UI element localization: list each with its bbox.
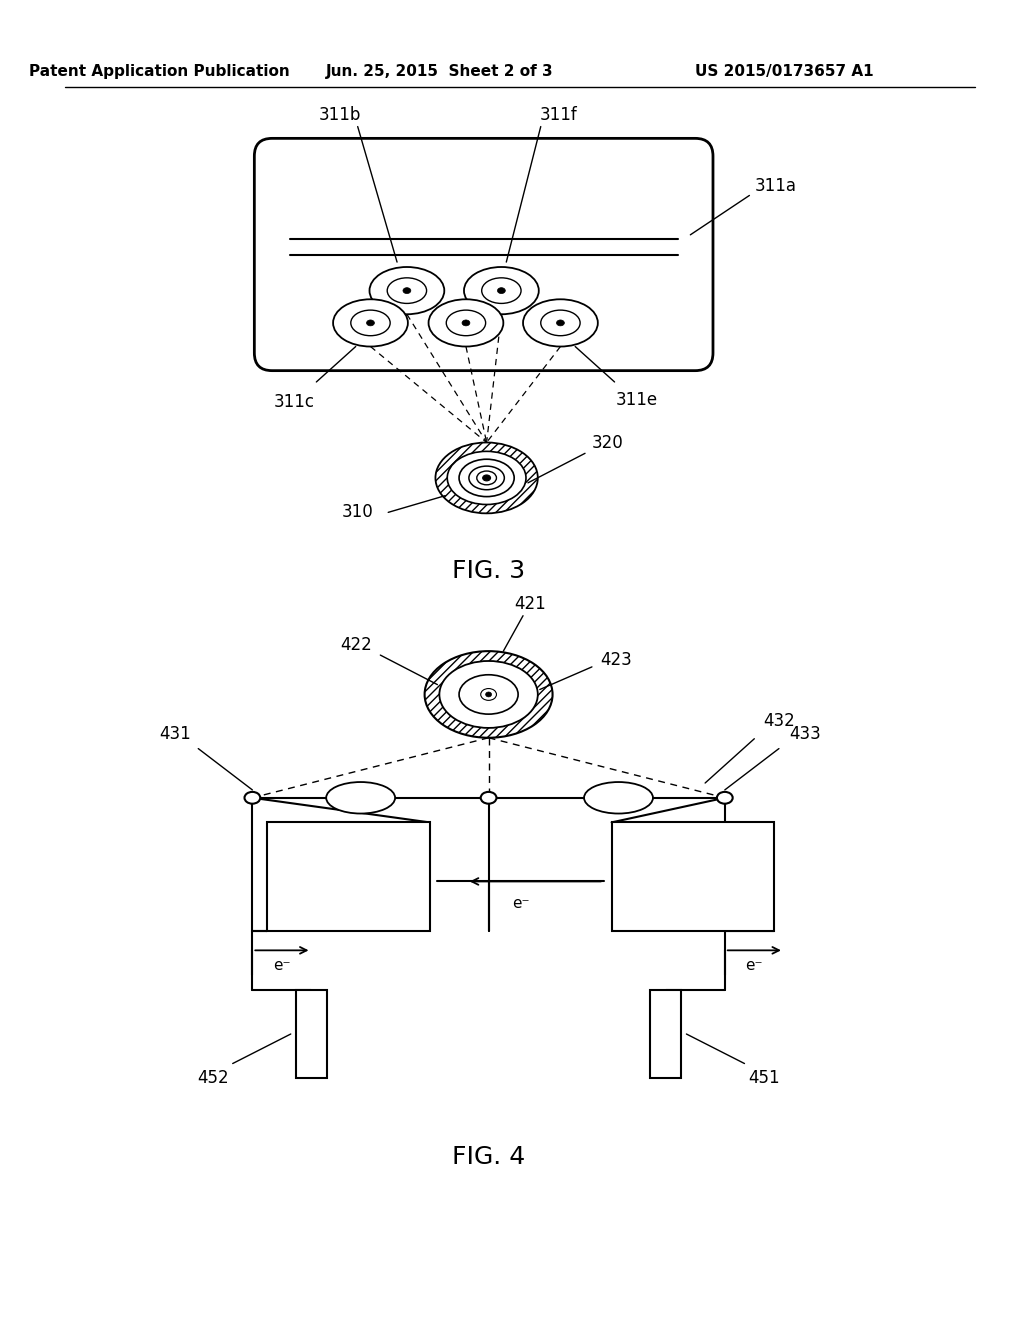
Text: 432: 432: [763, 711, 795, 730]
Ellipse shape: [367, 319, 375, 326]
Text: FIG. 3: FIG. 3: [452, 560, 525, 583]
Bar: [611, 822, 774, 931]
Text: V2: V2: [608, 791, 629, 805]
Text: e⁻: e⁻: [273, 957, 291, 973]
Text: 310: 310: [342, 503, 374, 521]
Bar: [276, 878, 360, 921]
Text: V1: V1: [350, 791, 371, 805]
Text: C1: C1: [308, 841, 329, 857]
Bar: [276, 828, 360, 871]
Ellipse shape: [439, 661, 538, 727]
Ellipse shape: [464, 267, 539, 314]
Text: 451: 451: [749, 1069, 780, 1088]
Ellipse shape: [387, 277, 427, 304]
Text: e⁻: e⁻: [512, 895, 529, 911]
Bar: [650, 990, 682, 1078]
Ellipse shape: [462, 319, 470, 326]
Ellipse shape: [429, 300, 504, 347]
Text: 311e: 311e: [616, 391, 658, 409]
Ellipse shape: [481, 277, 521, 304]
Text: 452: 452: [198, 1069, 228, 1088]
Text: 433: 433: [790, 725, 821, 743]
Ellipse shape: [482, 475, 490, 480]
Ellipse shape: [480, 689, 497, 701]
Text: 422: 422: [340, 636, 372, 655]
Text: Patent Application Publication: Patent Application Publication: [29, 63, 289, 79]
Ellipse shape: [523, 300, 598, 347]
Bar: [681, 828, 764, 871]
Text: 320: 320: [592, 434, 624, 453]
Ellipse shape: [717, 792, 733, 804]
Text: US 2015/0173657 A1: US 2015/0173657 A1: [694, 63, 873, 79]
Ellipse shape: [245, 792, 260, 804]
Text: Jun. 25, 2015  Sheet 2 of 3: Jun. 25, 2015 Sheet 2 of 3: [326, 63, 553, 79]
Text: C2: C2: [713, 841, 732, 857]
Ellipse shape: [351, 310, 390, 335]
Text: R2: R2: [713, 892, 732, 907]
Ellipse shape: [403, 288, 411, 293]
Ellipse shape: [556, 319, 564, 326]
Bar: [267, 822, 429, 931]
Text: 311a: 311a: [755, 177, 797, 194]
FancyBboxPatch shape: [254, 139, 713, 371]
Text: e⁻: e⁻: [745, 957, 763, 973]
Ellipse shape: [333, 300, 408, 347]
Text: R1: R1: [308, 892, 329, 907]
Text: 423: 423: [601, 651, 633, 669]
Ellipse shape: [469, 466, 505, 490]
Text: 421: 421: [514, 595, 546, 612]
Ellipse shape: [327, 781, 395, 813]
Text: 431: 431: [160, 725, 191, 743]
Bar: [296, 990, 328, 1078]
Ellipse shape: [477, 471, 497, 484]
Ellipse shape: [459, 459, 514, 496]
Ellipse shape: [584, 781, 653, 813]
Ellipse shape: [459, 675, 518, 714]
Ellipse shape: [498, 288, 505, 293]
Text: 311c: 311c: [273, 392, 314, 411]
Ellipse shape: [447, 451, 526, 504]
Bar: [681, 878, 764, 921]
Ellipse shape: [541, 310, 581, 335]
Ellipse shape: [446, 310, 485, 335]
Ellipse shape: [485, 692, 492, 697]
Text: 311b: 311b: [318, 106, 361, 124]
Ellipse shape: [370, 267, 444, 314]
Text: FIG. 4: FIG. 4: [452, 1144, 525, 1170]
Text: 311f: 311f: [540, 106, 578, 124]
Ellipse shape: [480, 792, 497, 804]
